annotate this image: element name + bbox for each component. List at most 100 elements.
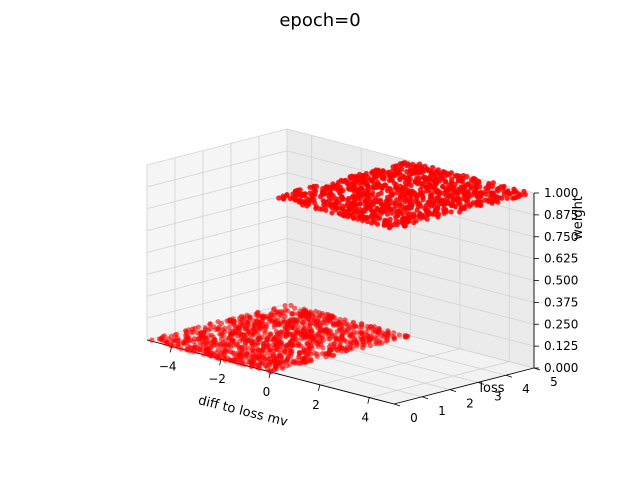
- scatter-point: [424, 166, 430, 172]
- x-tick-label: −4: [159, 359, 177, 373]
- scatter-point: [370, 208, 376, 214]
- scatter-point: [230, 316, 236, 322]
- scatter-point: [344, 321, 350, 327]
- scatter-point: [306, 310, 312, 316]
- scatter-point: [233, 329, 239, 335]
- scatter-point: [288, 302, 294, 309]
- scatter-point: [172, 332, 178, 338]
- scatter-point: [242, 361, 248, 367]
- scatter-point: [433, 177, 439, 183]
- scatter-point: [256, 337, 262, 343]
- scatter-point: [281, 319, 287, 325]
- scatter-point: [227, 349, 234, 355]
- z-tick-label: 0.750: [544, 230, 578, 244]
- scatter-point: [328, 201, 334, 207]
- scatter-point: [220, 340, 226, 346]
- scatter-point: [307, 321, 314, 327]
- scatter-point: [402, 198, 408, 205]
- scatter-point: [340, 178, 346, 184]
- scatter-point: [268, 359, 274, 365]
- scatter-point: [461, 183, 467, 189]
- y-tick-label: 3: [494, 389, 502, 403]
- axes-panes: [147, 129, 534, 404]
- scatter-point: [277, 321, 283, 327]
- scatter-point: [228, 331, 234, 337]
- scatter-point: [367, 342, 374, 349]
- scatter-point: [226, 324, 232, 330]
- scatter-point: [371, 212, 377, 219]
- scatter-point: [486, 180, 492, 187]
- scatter-point: [399, 191, 405, 197]
- scatter-point: [402, 160, 408, 166]
- x-tick: [367, 397, 370, 404]
- scatter-point: [323, 327, 329, 333]
- scatter-point: [368, 192, 375, 198]
- scatter-point: [276, 195, 282, 201]
- scatter-point: [369, 334, 375, 340]
- scatter-point: [264, 336, 271, 342]
- scatter-point: [350, 319, 357, 325]
- scatter-point: [455, 178, 462, 184]
- z-tick-label: 0.375: [544, 295, 578, 309]
- scatter-point: [380, 168, 386, 174]
- scatter-point: [299, 191, 305, 197]
- scatter-point: [468, 184, 474, 190]
- scatter-point: [304, 328, 311, 334]
- y-tick: [393, 403, 401, 407]
- scatter-point: [279, 340, 285, 347]
- scatter-point: [351, 183, 357, 190]
- scatter-point: [269, 313, 275, 319]
- scatter-point: [222, 357, 228, 363]
- scatter-point: [430, 164, 436, 171]
- y-tick: [449, 389, 457, 392]
- scatter-point: [257, 325, 263, 331]
- scatter-point: [313, 308, 319, 315]
- scatter-point: [381, 174, 387, 180]
- grid-line: [146, 216, 288, 253]
- scatter-point: [279, 355, 285, 361]
- scatter-point: [442, 185, 449, 192]
- scatter-point: [319, 312, 325, 318]
- scatter-point: [197, 339, 203, 345]
- scatter-point: [280, 364, 286, 370]
- scatter-point: [200, 351, 206, 357]
- scatter-point: [419, 183, 425, 189]
- grid-line: [146, 281, 288, 319]
- scatter-point: [396, 332, 402, 338]
- scatter-point: [282, 303, 288, 309]
- scatter-point: [377, 208, 383, 214]
- x-tick: [268, 371, 271, 379]
- scatter-point: [386, 171, 392, 177]
- scatter-point: [448, 209, 454, 215]
- scatter-point: [482, 197, 488, 203]
- scatter-point: [420, 197, 426, 203]
- y-tick: [505, 374, 513, 378]
- scatter-point: [445, 195, 451, 202]
- scatter-point: [467, 203, 473, 209]
- scatter-point: [174, 341, 181, 348]
- scatter-point: [471, 177, 477, 183]
- scatter-point: [522, 191, 528, 198]
- scatter-point: [311, 187, 317, 193]
- scatter-point: [161, 333, 167, 339]
- scatter-point: [242, 326, 248, 332]
- scatter-point: [244, 321, 251, 327]
- x-tick-label: 4: [361, 411, 369, 425]
- grid-line: [286, 281, 535, 347]
- scatter-point: [328, 342, 334, 348]
- scatter-point: [336, 200, 342, 206]
- scatter-point: [441, 202, 447, 208]
- scatter-point: [149, 337, 155, 343]
- scatter-point: [418, 203, 424, 209]
- scatter-point: [390, 334, 396, 340]
- scatter-point: [495, 188, 501, 194]
- scatter-point: [302, 199, 308, 205]
- scatter-point: [380, 330, 386, 336]
- scatter-point: [399, 187, 405, 193]
- scatter-point: [292, 331, 298, 337]
- scatter-point: [363, 215, 369, 221]
- scatter-point: [243, 340, 249, 346]
- scatter-point: [280, 196, 286, 202]
- scatter-point: [290, 324, 296, 330]
- scatter-point: [461, 204, 467, 210]
